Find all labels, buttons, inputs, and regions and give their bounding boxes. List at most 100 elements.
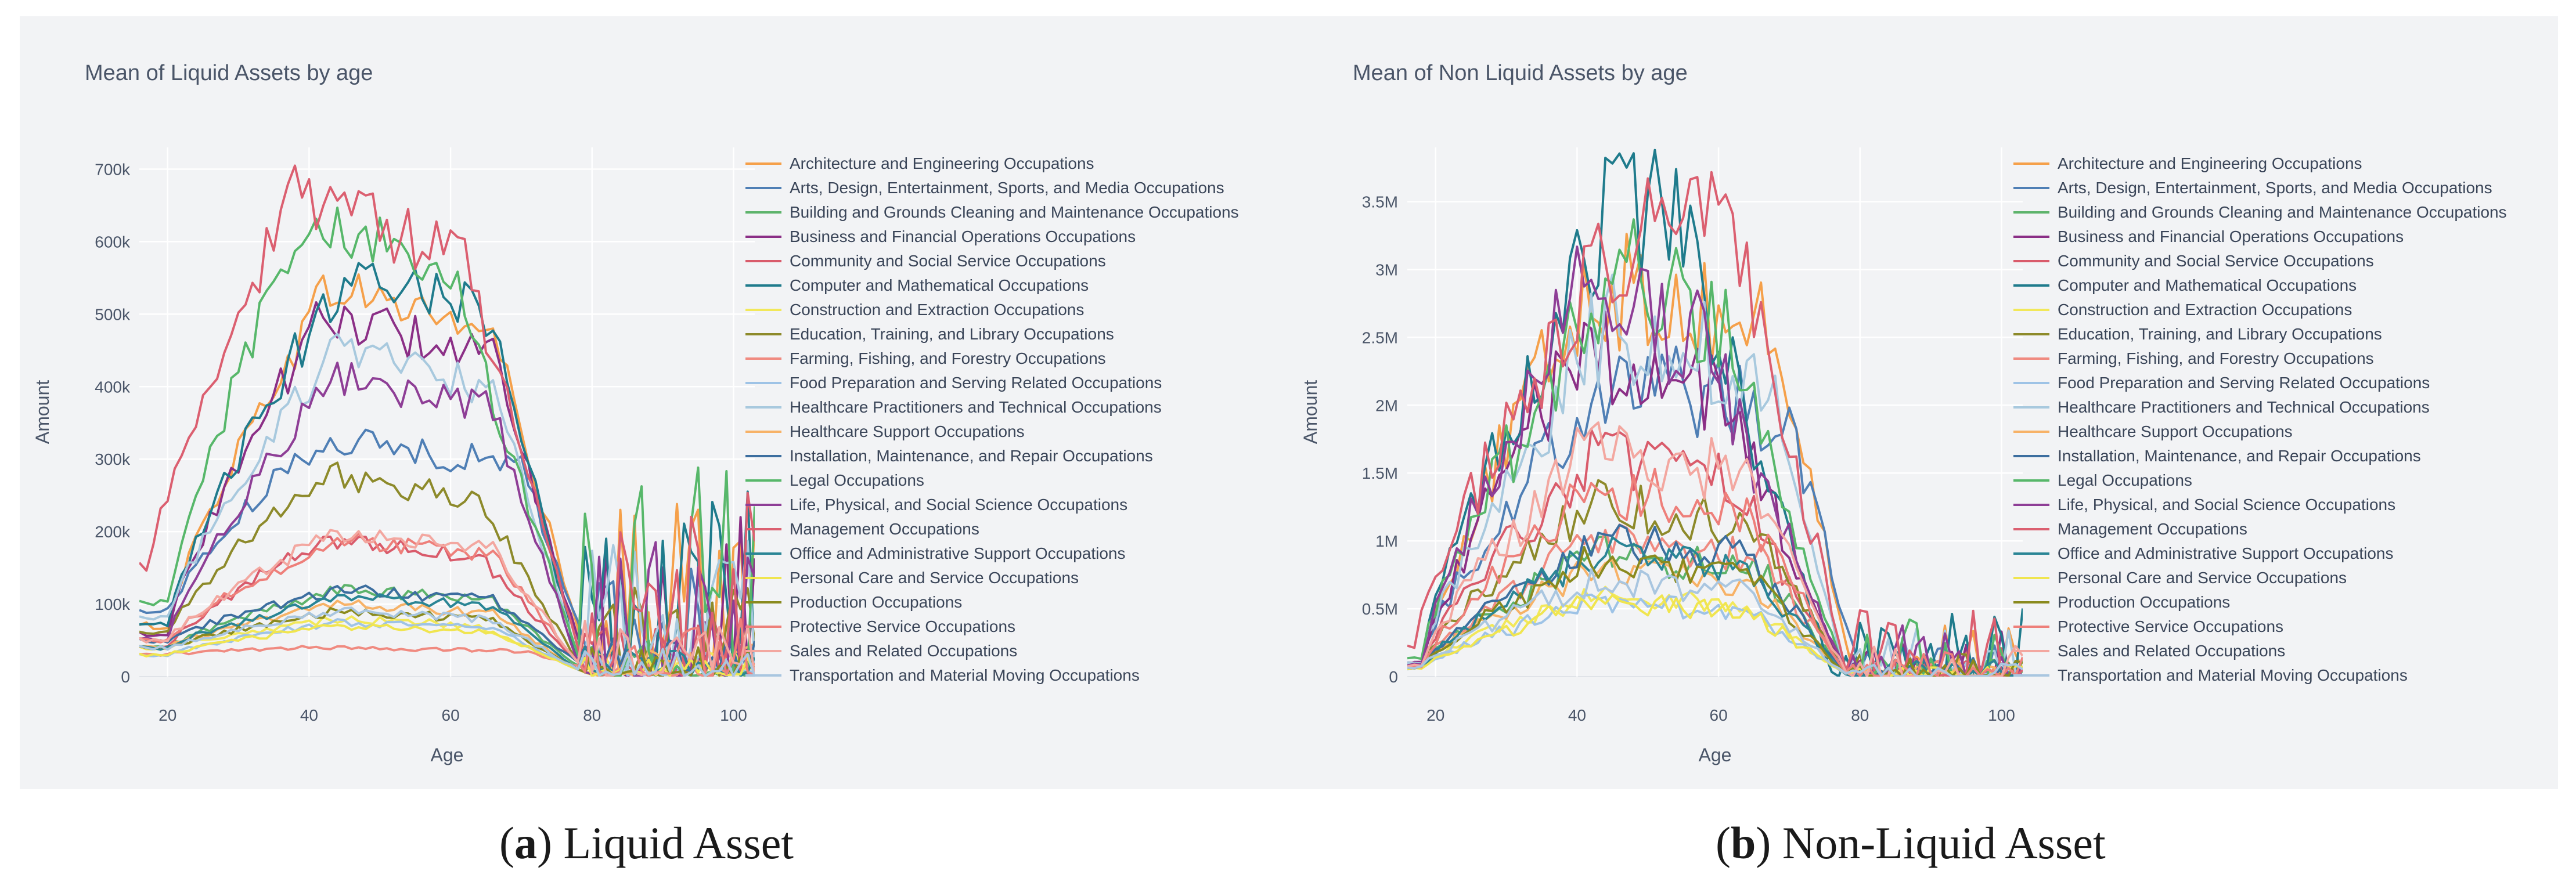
legend-item-label: Computer and Mathematical Occupations: [2058, 276, 2357, 294]
chart-title: Mean of Non Liquid Assets by age: [1353, 61, 1688, 85]
caption-b-letter: b: [1730, 818, 1756, 868]
legend-item-label: Legal Occupations: [2058, 471, 2192, 489]
y-tick-label: 700k: [95, 160, 131, 178]
x-tick-label: 100: [720, 706, 747, 724]
chart-title: Mean of Liquid Assets by age: [85, 61, 373, 85]
legend-item-label: Farming, Fishing, and Forestry Occupatio…: [2058, 349, 2374, 367]
legend-item-label: Business and Financial Operations Occupa…: [2058, 227, 2404, 245]
x-axis-label: Age: [431, 745, 464, 765]
legend-item-label: Business and Financial Operations Occupa…: [790, 227, 1136, 245]
series-line-21: [139, 606, 755, 677]
legend-item-label: Computer and Mathematical Occupations: [790, 276, 1089, 294]
y-tick-label: 1.5M: [1362, 464, 1398, 482]
legend-item-label: Management Occupations: [2058, 520, 2247, 538]
x-tick-label: 80: [1851, 706, 1869, 724]
legend-item-label: Education, Training, and Library Occupat…: [790, 325, 1114, 343]
caption-b-text: Non-Liquid Asset: [1782, 818, 2106, 868]
series-line-13: [1407, 218, 2023, 677]
legend-item-label: Construction and Extraction Occupations: [790, 301, 1084, 319]
legend-item-label: Arts, Design, Entertainment, Sports, and…: [2058, 179, 2492, 197]
legend-item-label: Life, Physical, and Social Science Occup…: [790, 496, 1127, 514]
legend-item-label: Arts, Design, Entertainment, Sports, and…: [790, 179, 1224, 197]
legend-item-label: Architecture and Engineering Occupations: [2058, 154, 2362, 172]
y-tick-label: 1M: [1375, 532, 1398, 550]
legend-item-label: Healthcare Practitioners and Technical O…: [790, 398, 1162, 416]
legend-item-label: Production Occupations: [790, 593, 962, 611]
legend-item-label: Sales and Related Occupations: [2058, 642, 2285, 660]
legend-item-label: Community and Social Service Occupations: [2058, 252, 2374, 270]
series-lines: [139, 164, 755, 677]
legend-item-label: Installation, Maintenance, and Repair Oc…: [2058, 447, 2421, 465]
legend-item-label: Food Preparation and Serving Related Occ…: [790, 374, 1162, 392]
legend-item-label: Production Occupations: [2058, 593, 2230, 611]
y-tick-label: 100k: [95, 595, 131, 613]
legend-item-label: Office and Administrative Support Occupa…: [2058, 544, 2393, 562]
y-tick-label: 0.5M: [1362, 600, 1398, 618]
x-tick-label: 80: [583, 706, 601, 724]
x-tick-label: 100: [1988, 706, 2015, 724]
series-line-14: [139, 362, 755, 677]
x-tick-label: 40: [300, 706, 318, 724]
y-tick-label: 3M: [1375, 261, 1398, 279]
legend-item-label: Installation, Maintenance, and Repair Oc…: [790, 447, 1153, 465]
legend-item-label: Education, Training, and Library Occupat…: [2058, 325, 2382, 343]
x-tick-label: 40: [1568, 706, 1586, 724]
y-tick-label: 0: [1389, 668, 1398, 686]
legend-item-label: Life, Physical, and Social Science Occup…: [2058, 496, 2395, 514]
series-lines: [1407, 149, 2023, 677]
y-tick-label: 3.5M: [1362, 193, 1398, 211]
x-tick-label: 20: [158, 706, 176, 724]
caption-a-letter: a: [514, 818, 537, 868]
liquid-assets-chart: Mean of Liquid Assets by age 0 100k 200k 300…: [32, 61, 1239, 765]
y-axis-label: Amount: [32, 380, 53, 444]
legend-item-label: Farming, Fishing, and Forestry Occupatio…: [790, 349, 1106, 367]
y-tick-label: 500k: [95, 305, 131, 323]
legend-item-label: Healthcare Practitioners and Technical O…: [2058, 398, 2430, 416]
y-tick-label: 600k: [95, 233, 131, 251]
series-line-21: [1407, 568, 2023, 677]
legend-item-label: Personal Care and Service Occupations: [2058, 569, 2347, 587]
y-axis-label: Amount: [1300, 380, 1321, 444]
series-line-14: [1407, 245, 2023, 677]
legend: Architecture and Engineering Occupations…: [2013, 154, 2507, 684]
legend-item-label: Transportation and Material Moving Occup…: [790, 666, 1140, 684]
legend-item-label: Personal Care and Service Occupations: [790, 569, 1079, 587]
y-tick-label: 2.5M: [1362, 328, 1398, 346]
legend-item-label: Protective Service Occupations: [2058, 617, 2283, 635]
legend-item-label: Legal Occupations: [790, 471, 924, 489]
caption-a-text: Liquid Asset: [563, 818, 794, 868]
legend-item-label: Healthcare Support Occupations: [790, 422, 1025, 440]
caption-a: (a) Liquid Asset: [499, 818, 794, 868]
y-tick-label: 400k: [95, 378, 131, 396]
legend: Architecture and Engineering Occupations…: [745, 154, 1239, 684]
x-tick-label: 60: [442, 706, 460, 724]
legend-item-label: Building and Grounds Cleaning and Mainte…: [790, 203, 1239, 221]
legend-item-label: Building and Grounds Cleaning and Mainte…: [2058, 203, 2507, 221]
series-line-15: [139, 164, 755, 676]
caption-b: (b) Non-Liquid Asset: [1716, 818, 2106, 868]
legend-item-label: Transportation and Material Moving Occup…: [2058, 666, 2408, 684]
legend-item-label: Community and Social Service Occupations: [790, 252, 1106, 270]
legend-item-label: Construction and Extraction Occupations: [2058, 301, 2352, 319]
legend-item-label: Protective Service Occupations: [790, 617, 1015, 635]
legend-item-label: Food Preparation and Serving Related Occ…: [2058, 374, 2430, 392]
x-tick-label: 20: [1426, 706, 1444, 724]
series-line-10: [139, 333, 755, 677]
x-axis-label: Age: [1699, 745, 1732, 765]
y-tick-label: 2M: [1375, 396, 1398, 414]
x-tick-label: 60: [1710, 706, 1728, 724]
legend-item-label: Management Occupations: [790, 520, 979, 538]
y-tick-label: 0: [121, 668, 130, 686]
y-tick-label: 200k: [95, 523, 131, 541]
legend-item-label: Healthcare Support Occupations: [2058, 422, 2293, 440]
series-line-2: [139, 584, 755, 677]
series-line-13: [139, 206, 755, 677]
y-tick-label: 300k: [95, 450, 131, 468]
legend-item-label: Sales and Related Occupations: [790, 642, 1017, 660]
non-liquid-assets-chart: Mean of Non Liquid Assets by age 0 0.5M 1M 1…: [1300, 61, 2507, 765]
series-line-5: [1407, 149, 2023, 677]
legend-item-label: Office and Administrative Support Occupa…: [790, 544, 1125, 562]
series-line-19: [1407, 468, 2023, 677]
legend-item-label: Architecture and Engineering Occupations: [790, 154, 1094, 172]
